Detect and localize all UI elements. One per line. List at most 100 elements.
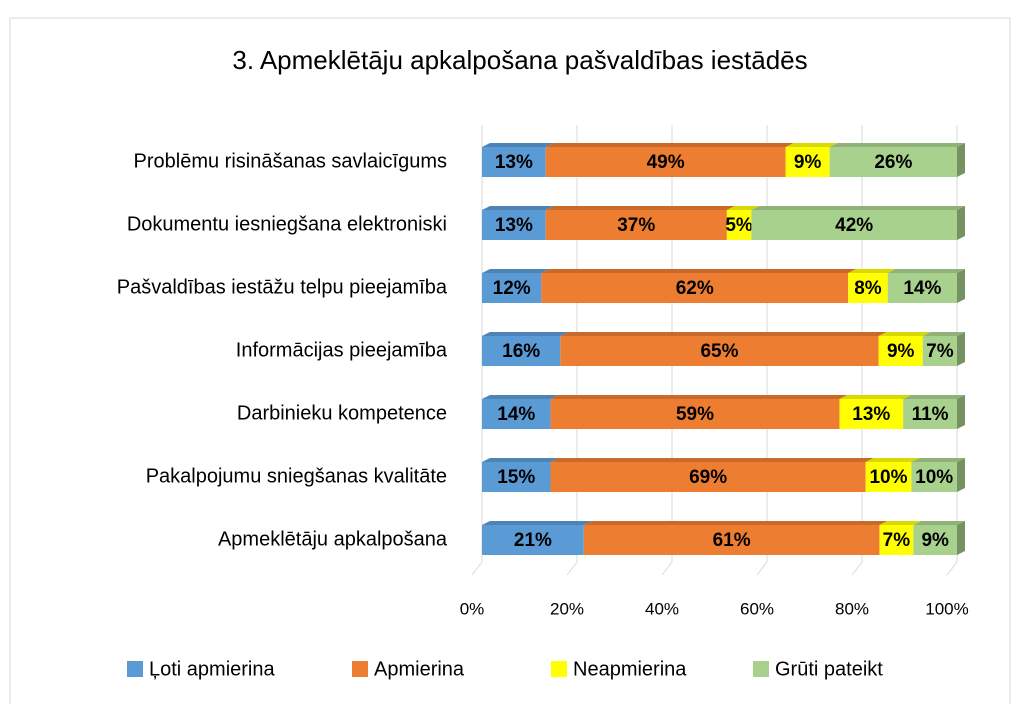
bar [913,525,957,555]
bar [482,147,546,177]
bar-side [957,269,965,303]
data-label: 14% [903,278,941,299]
y-tick-label: Informācijas pieejamība [236,339,448,361]
data-label: 7% [883,530,911,551]
bar-top [482,458,559,462]
bar-top [785,143,838,147]
bar [903,399,957,429]
data-label: 69% [689,467,727,488]
x-tick-label: 100% [925,599,968,618]
data-label: 10% [869,467,907,488]
legend-label: Apmierina [374,658,465,680]
bar [726,210,752,240]
data-label: 65% [700,341,738,362]
y-tick-label: Apmeklētāju apkalpošana [218,528,448,550]
bar-top [829,143,965,147]
y-tick-label: Pakalpojumu sniegšanas kvalitāte [146,465,447,487]
bar-side [957,143,965,177]
bar-top [560,332,887,336]
data-label: 13% [495,152,533,173]
data-label: 8% [854,278,882,299]
data-label: 14% [497,404,535,425]
bar-side [957,332,965,366]
data-label: 10% [915,467,953,488]
bar-top [482,143,554,147]
grid-floor [471,561,483,576]
bar-top [482,332,569,336]
bar [848,273,888,303]
bar-top [545,206,735,210]
bar-top [839,395,912,399]
bar-side [957,458,965,492]
data-label: 13% [495,215,533,236]
y-tick-label: Dokumentu iesniegšana elektroniski [127,213,447,235]
bar-top [550,395,848,399]
grid-floor [566,561,578,576]
bar [751,210,957,240]
data-label: 11% [912,404,949,425]
bar [482,462,551,492]
grid-floor [756,561,768,576]
bar [550,462,866,492]
bar-top [879,521,922,525]
bar-top [922,332,965,336]
bar-top [878,332,931,336]
y-tick-label: Darbinieku kompetence [237,402,447,424]
x-tick-label: 0% [460,599,485,618]
data-label: 9% [887,341,915,362]
data-label: 7% [926,341,954,362]
bar [550,399,840,429]
bar-top [913,521,965,525]
bar [922,336,957,366]
bar [482,525,584,555]
bar-top [865,458,920,462]
bar-top [911,458,965,462]
x-tick-label: 40% [645,599,679,618]
legend-label: Neapmierina [573,658,687,680]
bar [482,273,542,303]
data-label: 5% [725,215,753,236]
legend-label: Grūti pateikt [775,658,883,680]
bar-top [887,269,965,273]
legend-swatch [551,661,567,677]
x-tick-label: 80% [835,599,869,618]
bar [560,336,879,366]
bar-top [726,206,760,210]
bar-top [903,395,965,399]
bar [878,336,923,366]
grid-floor [661,561,673,576]
data-label: 59% [676,404,714,425]
bar-top [751,206,965,210]
bar [839,399,904,429]
y-tick-label: Problēmu risināšanas savlaicīgums [134,150,447,172]
data-label: 9% [794,152,822,173]
bar-side [957,206,965,240]
legend-swatch [352,661,368,677]
data-label: 21% [514,530,552,551]
bar-top [583,521,888,525]
grid-floor [851,561,863,576]
bar [583,525,880,555]
data-label: 62% [676,278,714,299]
y-tick-label: Pašvaldības iestāžu telpu pieejamība [117,276,448,298]
bar-top [541,269,857,273]
bar-side [957,521,965,555]
bar [887,273,957,303]
bar [482,210,546,240]
data-label: 37% [617,215,655,236]
grid-floor [946,561,958,576]
bar [829,147,957,177]
bar [545,210,727,240]
data-label: 26% [874,152,912,173]
x-tick-label: 60% [740,599,774,618]
bar [879,525,914,555]
chart-title: 3. Apmeklētāju apkalpošana pašvaldības i… [232,45,807,75]
bar [865,462,912,492]
bar [541,273,849,303]
data-label: 9% [921,530,949,551]
legend-swatch [753,661,769,677]
data-label: 16% [502,341,540,362]
bar-top [848,269,896,273]
bar [482,336,561,366]
